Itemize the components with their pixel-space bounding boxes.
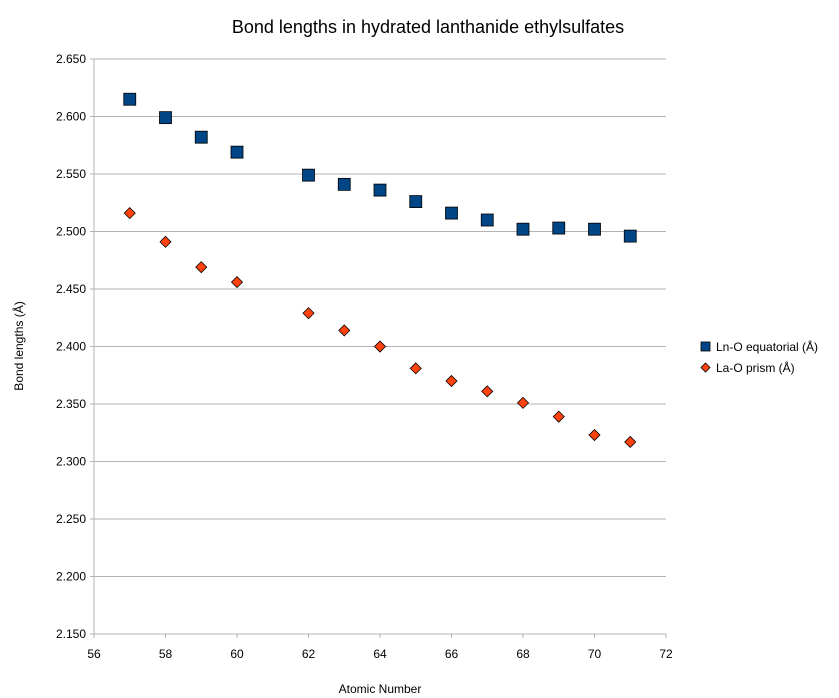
y-tick-label: 2.400	[56, 340, 86, 354]
y-axis-label: Bond lengths (Å)	[11, 301, 26, 390]
x-tick-label: 56	[87, 647, 101, 661]
y-tick-label: 2.350	[56, 397, 86, 411]
point-ln-o-equatorial	[230, 145, 244, 159]
y-tick-label: 2.500	[56, 225, 86, 239]
point-ln-o-equatorial	[194, 130, 208, 144]
x-axis-label: Atomic Number	[339, 682, 422, 696]
x-tick-label: 58	[159, 647, 173, 661]
point-la-o-prism	[409, 362, 422, 375]
y-tick-label: 2.650	[56, 52, 86, 66]
legend-label-ln-o-equatorial: Ln-O equatorial (Å)	[716, 339, 818, 354]
y-tick-label: 2.200	[56, 570, 86, 584]
point-ln-o-equatorial	[302, 168, 315, 182]
point-ln-o-equatorial	[552, 221, 566, 235]
point-ln-o-equatorial	[623, 229, 637, 243]
x-tick-label: 66	[445, 647, 459, 661]
point-la-o-prism	[338, 324, 351, 337]
x-tick-label: 60	[230, 647, 244, 661]
axes	[90, 58, 667, 638]
point-la-o-prism	[445, 374, 458, 388]
point-la-o-prism	[552, 410, 565, 423]
point-la-o-prism	[481, 385, 494, 398]
point-ln-o-equatorial	[373, 183, 387, 197]
point-ln-o-equatorial	[409, 195, 423, 209]
x-tick-label: 64	[373, 647, 387, 661]
point-ln-o-equatorial	[516, 222, 530, 236]
data-points	[123, 92, 637, 449]
y-tick-label: 2.150	[56, 627, 86, 641]
point-la-o-prism	[624, 435, 637, 449]
x-tick-label: 70	[588, 647, 602, 661]
point-ln-o-equatorial	[445, 206, 458, 220]
y-tick-label: 2.600	[56, 110, 86, 124]
x-tick-labels: 56 58 60 62 64 66 68 70 72	[87, 647, 673, 661]
y-tick-label: 2.450	[56, 282, 86, 296]
y-tick-label: 2.550	[56, 167, 86, 181]
point-la-o-prism	[516, 396, 530, 409]
chart-title: Bond lengths in hydrated lanthanide ethy…	[232, 17, 624, 37]
point-la-o-prism	[195, 261, 208, 274]
point-ln-o-equatorial	[159, 111, 172, 125]
point-ln-o-equatorial	[588, 222, 601, 236]
point-ln-o-equatorial	[337, 177, 351, 191]
point-ln-o-equatorial	[480, 213, 494, 227]
y-tick-label: 2.250	[56, 512, 86, 526]
point-la-o-prism	[373, 340, 387, 353]
legend-label-la-o-prism: La-O prism (Å)	[716, 360, 795, 375]
legend: Ln-O equatorial (Å) La-O prism (Å)	[700, 339, 818, 375]
point-la-o-prism	[123, 207, 136, 220]
y-tick-labels: 2.150 2.200 2.250 2.300 2.350 2.400 2.450 2.500…	[56, 52, 86, 641]
gridlines	[94, 58, 666, 635]
x-tick-label: 68	[516, 647, 530, 661]
legend-marker-la-o-prism	[700, 362, 711, 373]
point-la-o-prism	[230, 276, 244, 289]
point-la-o-prism	[588, 428, 601, 442]
x-tick-label: 72	[659, 647, 673, 661]
y-tick-label: 2.300	[56, 455, 86, 469]
point-la-o-prism	[302, 307, 315, 320]
point-ln-o-equatorial	[123, 92, 137, 106]
x-tick-label: 62	[302, 647, 316, 661]
point-la-o-prism	[159, 235, 172, 248]
legend-marker-ln-o-equatorial	[700, 341, 711, 352]
